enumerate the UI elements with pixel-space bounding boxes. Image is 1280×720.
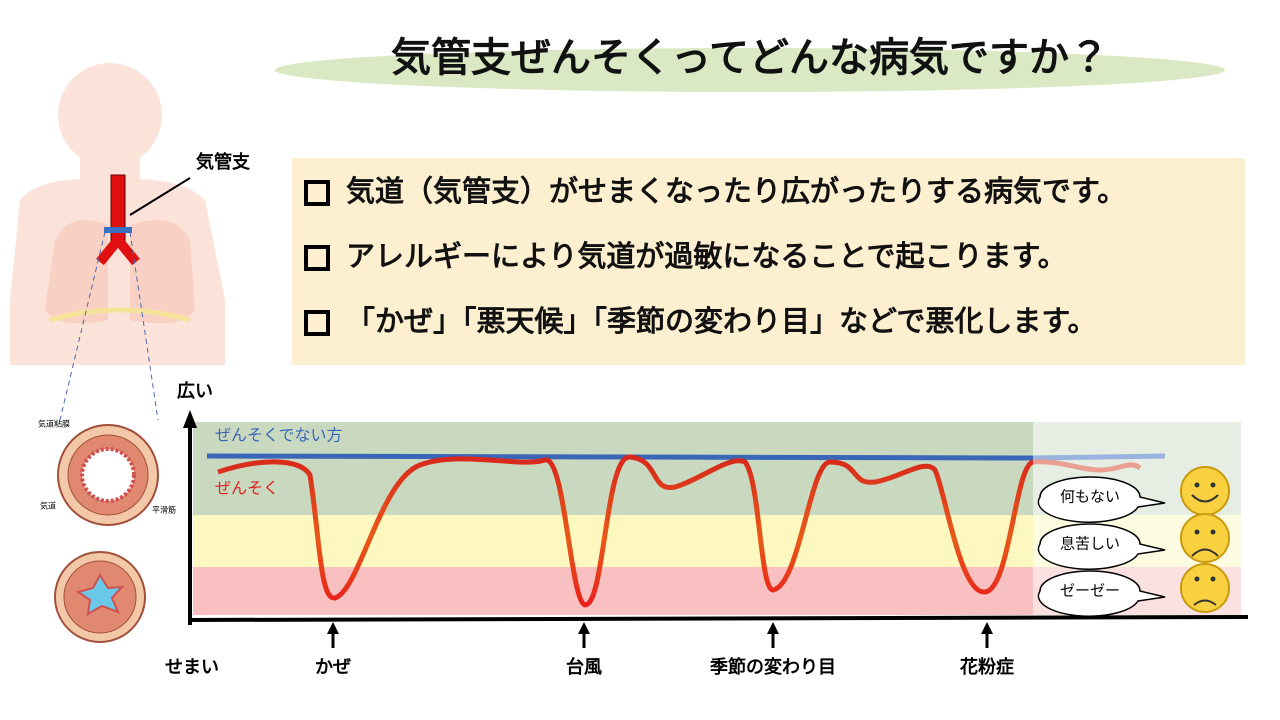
eye bbox=[1210, 576, 1216, 582]
trigger-arrowhead bbox=[327, 622, 339, 634]
trigger-label: かぜ bbox=[315, 657, 351, 678]
trigger-label: 台風 bbox=[566, 656, 602, 678]
airway-cross-sections bbox=[54, 424, 159, 643]
speech-bubble bbox=[1037, 476, 1166, 523]
asthma-label: ぜんそく bbox=[215, 479, 279, 498]
bronchus-label: 気管支 bbox=[196, 151, 251, 173]
mouth bbox=[1193, 599, 1217, 606]
trigger-label: 花粉症 bbox=[959, 656, 1014, 678]
bullet-text: 気道（気管支）がせまくなったり広がったりする病気です。 bbox=[346, 174, 1126, 208]
bullet-square bbox=[304, 245, 330, 271]
trigger-arrowhead bbox=[767, 622, 779, 634]
state-label: 何もない bbox=[1060, 488, 1120, 506]
axis-top-label: 広い bbox=[177, 380, 213, 402]
airway-label: 気道 bbox=[40, 501, 56, 511]
eye bbox=[1210, 482, 1216, 488]
face bbox=[1180, 466, 1230, 516]
trigger-arrowhead bbox=[981, 622, 993, 634]
eye bbox=[1194, 576, 1200, 582]
face bbox=[1180, 563, 1230, 613]
mouth bbox=[1191, 548, 1219, 557]
state-label: 息苦しい bbox=[1060, 535, 1120, 553]
muscle-label: 平滑筋 bbox=[152, 505, 176, 515]
axis-bottom-label: せまい bbox=[165, 657, 219, 678]
title-brush bbox=[275, 48, 1225, 92]
bullet-text: 「かぜ」「悪天候」「季節の変わり目」などで悪化します。 bbox=[346, 304, 1097, 338]
eye bbox=[1194, 529, 1200, 535]
state-label: ゼーゼー bbox=[1060, 582, 1120, 600]
airway-diagram bbox=[183, 410, 1249, 625]
body-figure bbox=[10, 63, 225, 421]
bullet-box bbox=[292, 158, 1245, 365]
trigger-arrowhead bbox=[578, 622, 590, 634]
eye bbox=[1210, 529, 1216, 535]
face bbox=[1180, 513, 1230, 563]
mucosa-label: 気道粘膜 bbox=[38, 419, 70, 429]
bullet-square bbox=[304, 310, 330, 336]
mouth bbox=[1191, 494, 1219, 503]
eye bbox=[1194, 482, 1200, 488]
bullet-text: アレルギーにより気道が過敏になることで起こります。 bbox=[346, 239, 1067, 273]
speech-bubble bbox=[1037, 570, 1166, 617]
normal-label: ぜんそくでない方 bbox=[215, 426, 343, 445]
title: 気管支ぜんそくってどんな病気ですか？ bbox=[391, 35, 1109, 81]
speech-bubble bbox=[1037, 523, 1166, 570]
trigger-label: 季節の変わり目 bbox=[709, 656, 836, 678]
bullet-square bbox=[304, 180, 330, 206]
